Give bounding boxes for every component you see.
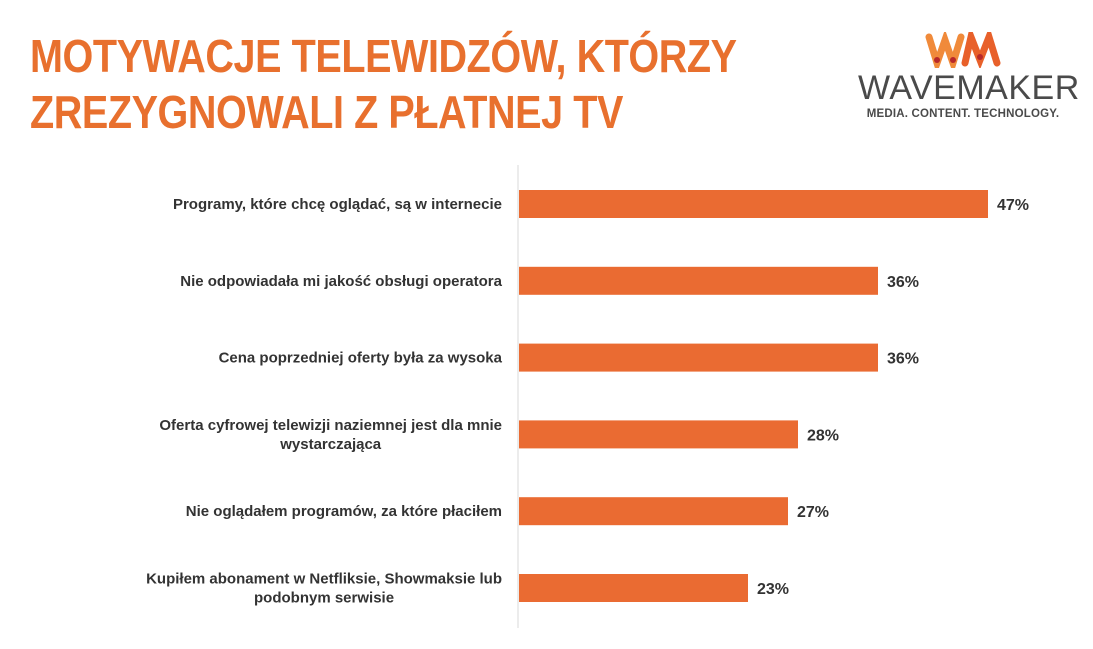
category-label: Cena poprzedniej oferty była za wysoka	[219, 350, 503, 367]
title-line-2: ZREZYGNOWALI Z PŁATNEJ TV	[30, 86, 623, 138]
data-label: 23%	[757, 581, 789, 598]
category-label: Programy, które chcę oglądać, są w inter…	[173, 196, 502, 213]
bar	[519, 266, 878, 295]
category-label: podobnym serwisie	[254, 590, 394, 607]
data-label: 27%	[797, 504, 829, 521]
category-label: wystarczająca	[279, 436, 382, 453]
logo-name: WAVEMAKER	[858, 69, 1080, 107]
category-label: Kupiłem abonament w Netfliksie, Showmaks…	[146, 571, 502, 588]
bar	[519, 574, 748, 602]
bar	[519, 343, 878, 372]
category-label: Nie oglądałem programów, za które płacił…	[186, 503, 502, 520]
category-label: Nie odpowiadała mi jakość obsługi operat…	[180, 273, 502, 290]
bar	[519, 190, 988, 218]
category-label: Oferta cyfrowej telewizji naziemnej jest…	[159, 417, 502, 434]
title-line-1: MOTYWACJE TELEWIDZÓW, KTÓRZY	[30, 30, 737, 82]
wm-logo-mark-icon	[925, 32, 1001, 68]
bar	[519, 420, 798, 449]
logo-tagline: MEDIA. CONTENT. TECHNOLOGY.	[866, 108, 1060, 120]
data-label: 36%	[887, 274, 919, 291]
data-label: 28%	[807, 427, 839, 444]
data-label: 47%	[997, 197, 1029, 214]
wavemaker-logo: WAVEMAKER MEDIA. CONTENT. TECHNOLOGY.	[858, 32, 1080, 120]
bar	[519, 497, 788, 526]
page-title: MOTYWACJE TELEWIDZÓW, KTÓRZY ZREZYGNOWAL…	[30, 28, 737, 140]
data-label: 36%	[887, 351, 919, 368]
